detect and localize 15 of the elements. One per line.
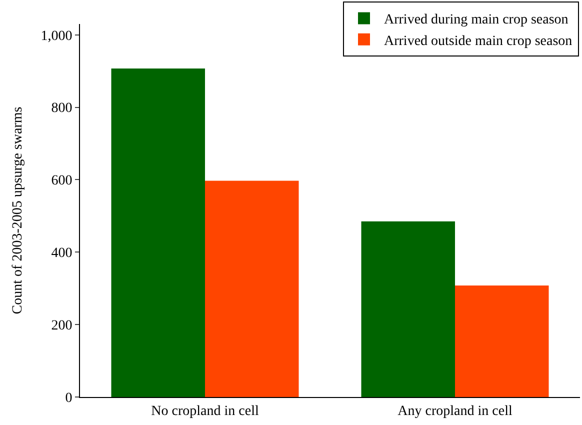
- bar: [361, 221, 455, 397]
- x-tick-label: Any cropland in cell: [398, 404, 512, 419]
- bar: [455, 285, 549, 397]
- y-axis-title: Count of 2003-2005 upsurge swarms: [10, 106, 26, 314]
- x-tick-label: No cropland in cell: [151, 404, 259, 419]
- legend-label: Arrived outside main crop season: [384, 34, 572, 49]
- y-tick-label: 1,000: [40, 28, 72, 44]
- y-tick-label: 400: [51, 246, 72, 262]
- y-tick-label: 800: [51, 101, 72, 116]
- legend-label: Arrived during main crop season: [384, 12, 568, 28]
- y-tick-label: 0: [65, 390, 72, 406]
- bar: [111, 68, 205, 397]
- y-tick-label: 600: [51, 174, 72, 189]
- y-tick-label: 200: [51, 318, 72, 334]
- bar: [205, 180, 299, 397]
